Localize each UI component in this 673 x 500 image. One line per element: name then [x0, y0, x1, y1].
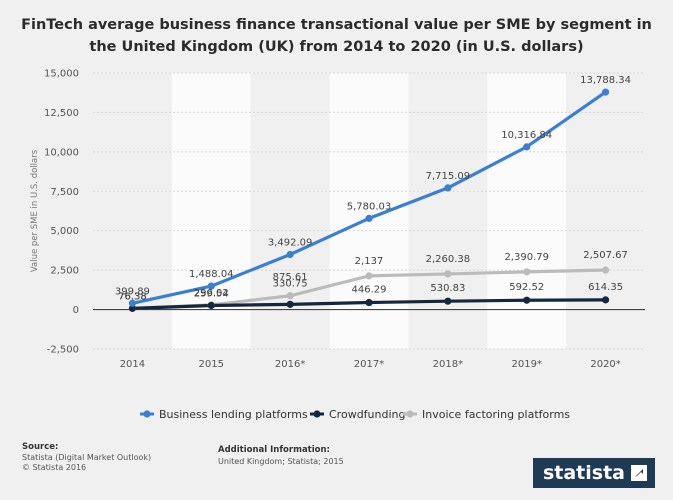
data-point[interactable]: [365, 298, 373, 307]
data-point[interactable]: [286, 300, 294, 308]
y-tick-label: 15,000: [44, 69, 79, 80]
data-point[interactable]: [444, 270, 452, 278]
data-label: 330.75: [273, 278, 308, 289]
legend-item-label[interactable]: Crowdfunding: [329, 408, 405, 421]
category-band: [408, 73, 488, 349]
statista-logo-text: statista: [542, 462, 625, 484]
legend-item-label[interactable]: Business lending platforms: [159, 408, 308, 421]
data-point[interactable]: [286, 292, 294, 300]
x-tick-label: 2017*: [354, 359, 384, 370]
chart-title: FinTech average business finance transac…: [0, 14, 673, 58]
x-tick-label: 2015: [199, 359, 224, 370]
legend-swatch-marker: [406, 410, 414, 418]
data-label: 13,788.34: [580, 75, 631, 86]
additional-info-block: Additional Information: United Kingdom; …: [218, 445, 344, 467]
data-label: 5,780.03: [347, 201, 392, 212]
gridlines: [93, 72, 645, 350]
x-tick-label: 2018*: [433, 359, 463, 370]
data-point[interactable]: [207, 301, 215, 310]
x-axis-ticks: 2014 2015 2016* 2017* 2018* 2019* 2020*: [120, 359, 621, 370]
data-label: 399.89: [115, 286, 150, 297]
data-label: 592.52: [509, 282, 544, 293]
data-point[interactable]: [601, 88, 610, 96]
data-point[interactable]: [286, 250, 294, 259]
source-block: Source: Statista (Digital Market Outlook…: [22, 442, 151, 474]
data-point[interactable]: [523, 268, 531, 276]
data-label: 2,137: [355, 256, 384, 267]
data-label: 296.02: [194, 288, 229, 299]
y-axis-ticks: -2,500 0 2,500 5,000 7,500 10,000 12,500 15,000: [44, 69, 79, 356]
data-labels: 399.89 1,488.04 3,492.09 5,780.03 7,715.09 10…: [115, 75, 631, 302]
data-point[interactable]: [365, 214, 373, 223]
data-label: 446.29: [352, 285, 387, 296]
additional-info-header: Additional Information:: [218, 445, 330, 455]
data-label: 2,260.38: [426, 254, 471, 265]
data-label: 2,390.79: [504, 252, 549, 263]
data-label: 614.35: [588, 282, 623, 293]
y-axis-label: Value per SME in U.S. dollars: [30, 149, 40, 272]
x-tick-label: 2016*: [275, 359, 305, 370]
y-tick-label: 2,500: [50, 266, 79, 277]
data-label: 76.38: [118, 291, 147, 302]
x-tick-label: 2014: [120, 359, 145, 370]
statista-logo[interactable]: statista: [532, 458, 655, 488]
category-band: [487, 73, 567, 349]
y-tick-label: 10,000: [44, 147, 79, 158]
data-point[interactable]: [523, 296, 531, 304]
data-point[interactable]: [601, 296, 610, 304]
data-point[interactable]: [601, 266, 610, 274]
data-point[interactable]: [444, 184, 452, 192]
x-tick-label: 2019*: [511, 359, 541, 370]
y-tick-label: 7,500: [50, 187, 79, 198]
data-label: 76.38: [118, 291, 147, 302]
copyright-line: © Statista 2016: [22, 463, 87, 472]
legend-item-label[interactable]: Invoice factoring platforms: [422, 408, 570, 421]
category-band: [566, 73, 645, 349]
data-label: 3,492.09: [268, 237, 313, 248]
chart-title-line-1: FinTech average business finance transac…: [21, 17, 652, 33]
data-point[interactable]: [444, 297, 452, 305]
x-tick-label: 2020*: [590, 359, 620, 370]
data-point[interactable]: [523, 143, 531, 151]
data-label: 259.54: [194, 288, 229, 299]
source-line: Statista (Digital Market Outlook): [22, 452, 152, 462]
legend: Business lending platforms Crowdfunding In…: [140, 408, 570, 421]
data-point[interactable]: [365, 272, 373, 280]
y-tick-label: 12,500: [44, 108, 79, 119]
data-label: 10,316.84: [501, 130, 552, 141]
data-label: 7,715.09: [426, 171, 471, 182]
legend-swatch-marker: [143, 410, 151, 418]
data-label: 2,507.67: [583, 250, 628, 261]
data-point[interactable]: [128, 304, 137, 312]
data-point[interactable]: [207, 282, 215, 290]
legend-swatch-marker: [313, 410, 321, 418]
statista-arrow-icon: [631, 465, 647, 481]
additional-info-text: United Kingdom; Statista; 2015: [218, 457, 344, 466]
data-label: 875.61: [273, 272, 308, 283]
chart-title-line-2: the United Kingdom (UK) from 2014 to 202…: [89, 39, 584, 55]
data-label: 530.83: [430, 283, 465, 294]
source-header: Source:: [22, 442, 59, 452]
data-point[interactable]: [128, 299, 137, 307]
y-tick-label: -2,500: [47, 345, 79, 356]
y-tick-label: 5,000: [50, 226, 79, 237]
series-points: [128, 88, 610, 312]
data-label: 1,488.04: [189, 269, 234, 280]
y-tick-label: 0: [73, 305, 79, 316]
